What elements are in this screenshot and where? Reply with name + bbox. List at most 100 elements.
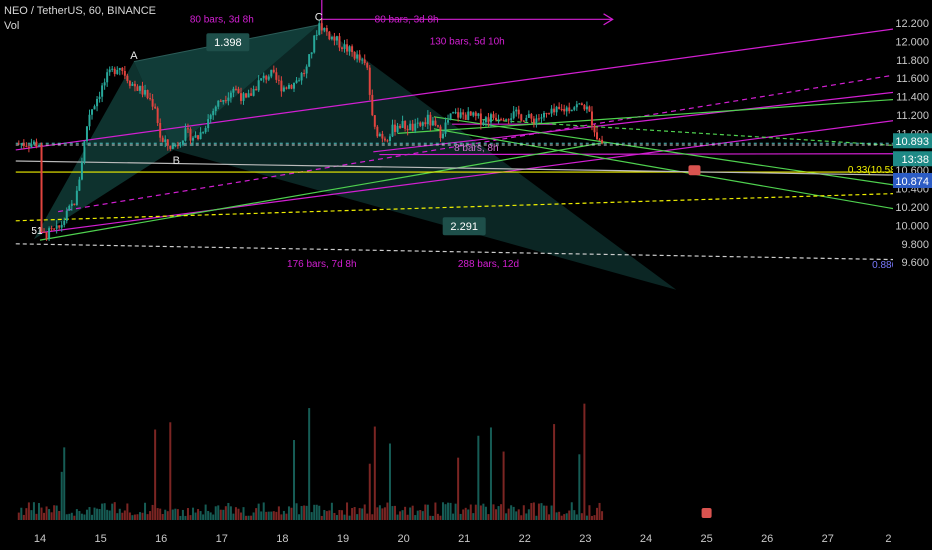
volume-bar (305, 505, 308, 520)
volume-bar (328, 510, 331, 520)
volume-bar (457, 457, 460, 520)
candle-body (560, 108, 563, 110)
volume-bar (70, 512, 73, 520)
annotation-label: 288 bars, 12d (458, 259, 519, 270)
volume-bar (48, 509, 51, 520)
candle-body (63, 220, 66, 225)
candle-body (219, 100, 222, 102)
candle-body (522, 120, 525, 122)
candle-body (287, 85, 290, 89)
candle-body (27, 146, 30, 148)
volume-bar (154, 429, 157, 520)
annotation-box (206, 33, 250, 52)
candle-body (37, 145, 40, 147)
candle-body (590, 111, 593, 126)
volume-bar (55, 505, 58, 520)
candle-body (179, 144, 182, 146)
price-marker-label: 10.893 (895, 136, 929, 148)
volume-bar (575, 514, 578, 520)
candle-body (126, 75, 129, 81)
magenta-channel-lower (39, 115, 932, 234)
candle-body (295, 80, 298, 83)
volume-indicator-label[interactable]: Vol (4, 20, 20, 32)
volume-bar (287, 506, 290, 520)
candle-body (232, 88, 235, 93)
time-tick-label: 24 (640, 533, 652, 545)
candle-body (277, 79, 280, 81)
volume-bar (558, 511, 561, 520)
price-tick-label: 10.000 (895, 220, 929, 232)
candle-body (53, 228, 56, 230)
time-tick-label: 20 (397, 533, 409, 545)
candle-body (285, 87, 288, 89)
volume-bar (474, 504, 477, 520)
candle-body (151, 99, 154, 107)
candle-body (83, 141, 86, 163)
candle-body (73, 203, 76, 206)
candle-body (133, 83, 136, 87)
candle-body (68, 205, 71, 211)
volume-bar (532, 502, 535, 520)
volume-bar (353, 507, 356, 520)
candle-body (93, 106, 96, 110)
volume-bar (88, 507, 91, 520)
candle-body (431, 120, 434, 126)
candle-body (396, 125, 399, 132)
volume-bar (93, 507, 96, 520)
volume-bar (548, 514, 551, 520)
candle-body (80, 162, 83, 180)
candle-body (510, 118, 513, 120)
volume-bar (507, 508, 510, 520)
candle-body (181, 140, 184, 145)
green-dashed (482, 119, 932, 149)
candle-body (234, 88, 237, 90)
time-tick-label: 25 (700, 533, 712, 545)
volume-bar (181, 509, 184, 520)
volume-bar (492, 504, 495, 520)
candle-body (75, 190, 78, 206)
volume-bar (598, 502, 601, 520)
annotation-label: 2.291 (450, 221, 478, 233)
volume-bar (136, 514, 139, 520)
candle-body (310, 52, 313, 55)
volume-bar (245, 515, 248, 520)
volume-bar (282, 510, 285, 520)
time-tick-label: 23 (579, 533, 591, 545)
volume-bar (303, 505, 306, 520)
volume-bar (462, 509, 465, 520)
candle-body (98, 96, 101, 99)
volume-bar (234, 507, 237, 520)
candle-body (520, 114, 523, 121)
symbol-title[interactable]: NEO / TetherUS, 60, BINANCE (4, 5, 157, 17)
candle-body (335, 36, 338, 41)
volume-bar (265, 511, 268, 520)
candle-body (184, 128, 187, 141)
price-tick-label: 12.200 (895, 18, 929, 30)
candle-body (128, 80, 131, 86)
volume-bar (275, 511, 278, 520)
volume-bar (391, 506, 394, 520)
measure-arrow-head (603, 13, 614, 26)
candle-body (459, 112, 462, 118)
volume-bar (601, 511, 604, 520)
volume-bar (452, 513, 455, 520)
grey-trend (15, 160, 932, 177)
volume-bar (204, 504, 207, 520)
candle-body (550, 108, 553, 114)
candle-body (257, 80, 260, 91)
volume-bar (22, 514, 25, 520)
candle-body (391, 124, 394, 137)
price-axis-bg (893, 0, 932, 550)
candle-body (474, 112, 477, 116)
volume-bar (406, 514, 409, 520)
volume-bar (396, 514, 399, 520)
volume-bar (441, 502, 444, 520)
volume-bar (588, 505, 591, 520)
volume-bar (247, 515, 250, 520)
volume-bar (520, 515, 523, 520)
price-tick-label: 11.200 (896, 110, 929, 122)
white-dashed (15, 243, 932, 261)
candle-body (373, 115, 376, 127)
